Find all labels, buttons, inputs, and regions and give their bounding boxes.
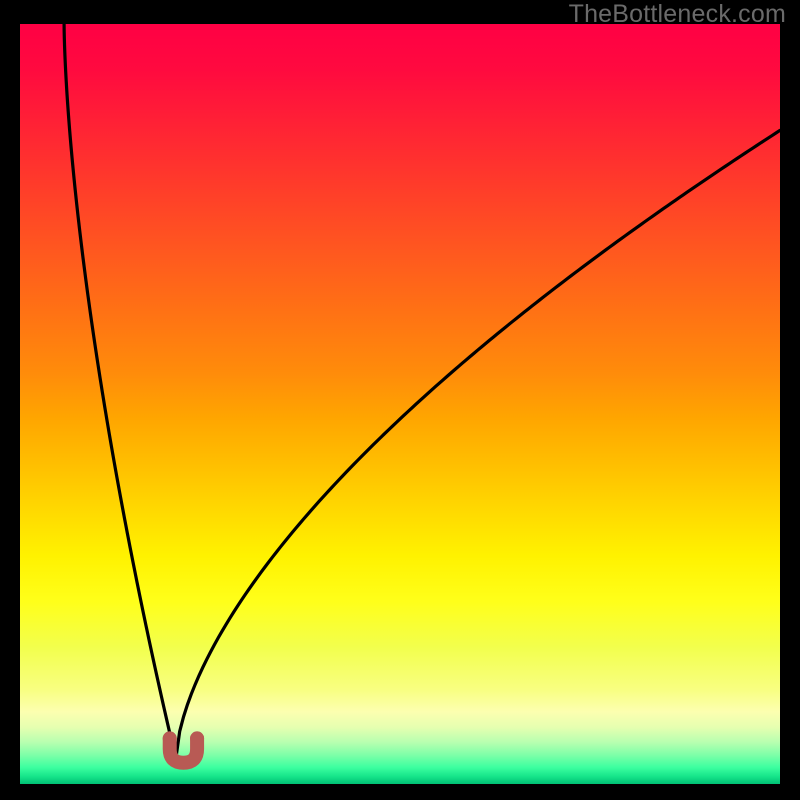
bottleneck-chart: TheBottleneck.com [0, 0, 800, 800]
dip-marker-cap [190, 731, 204, 745]
curve-layer [20, 24, 780, 784]
plot-area [20, 24, 780, 784]
watermark-text: TheBottleneck.com [569, 0, 786, 29]
curve-left-branch [64, 24, 176, 759]
curve-right-branch [176, 130, 780, 759]
dip-marker-cap [163, 731, 177, 745]
